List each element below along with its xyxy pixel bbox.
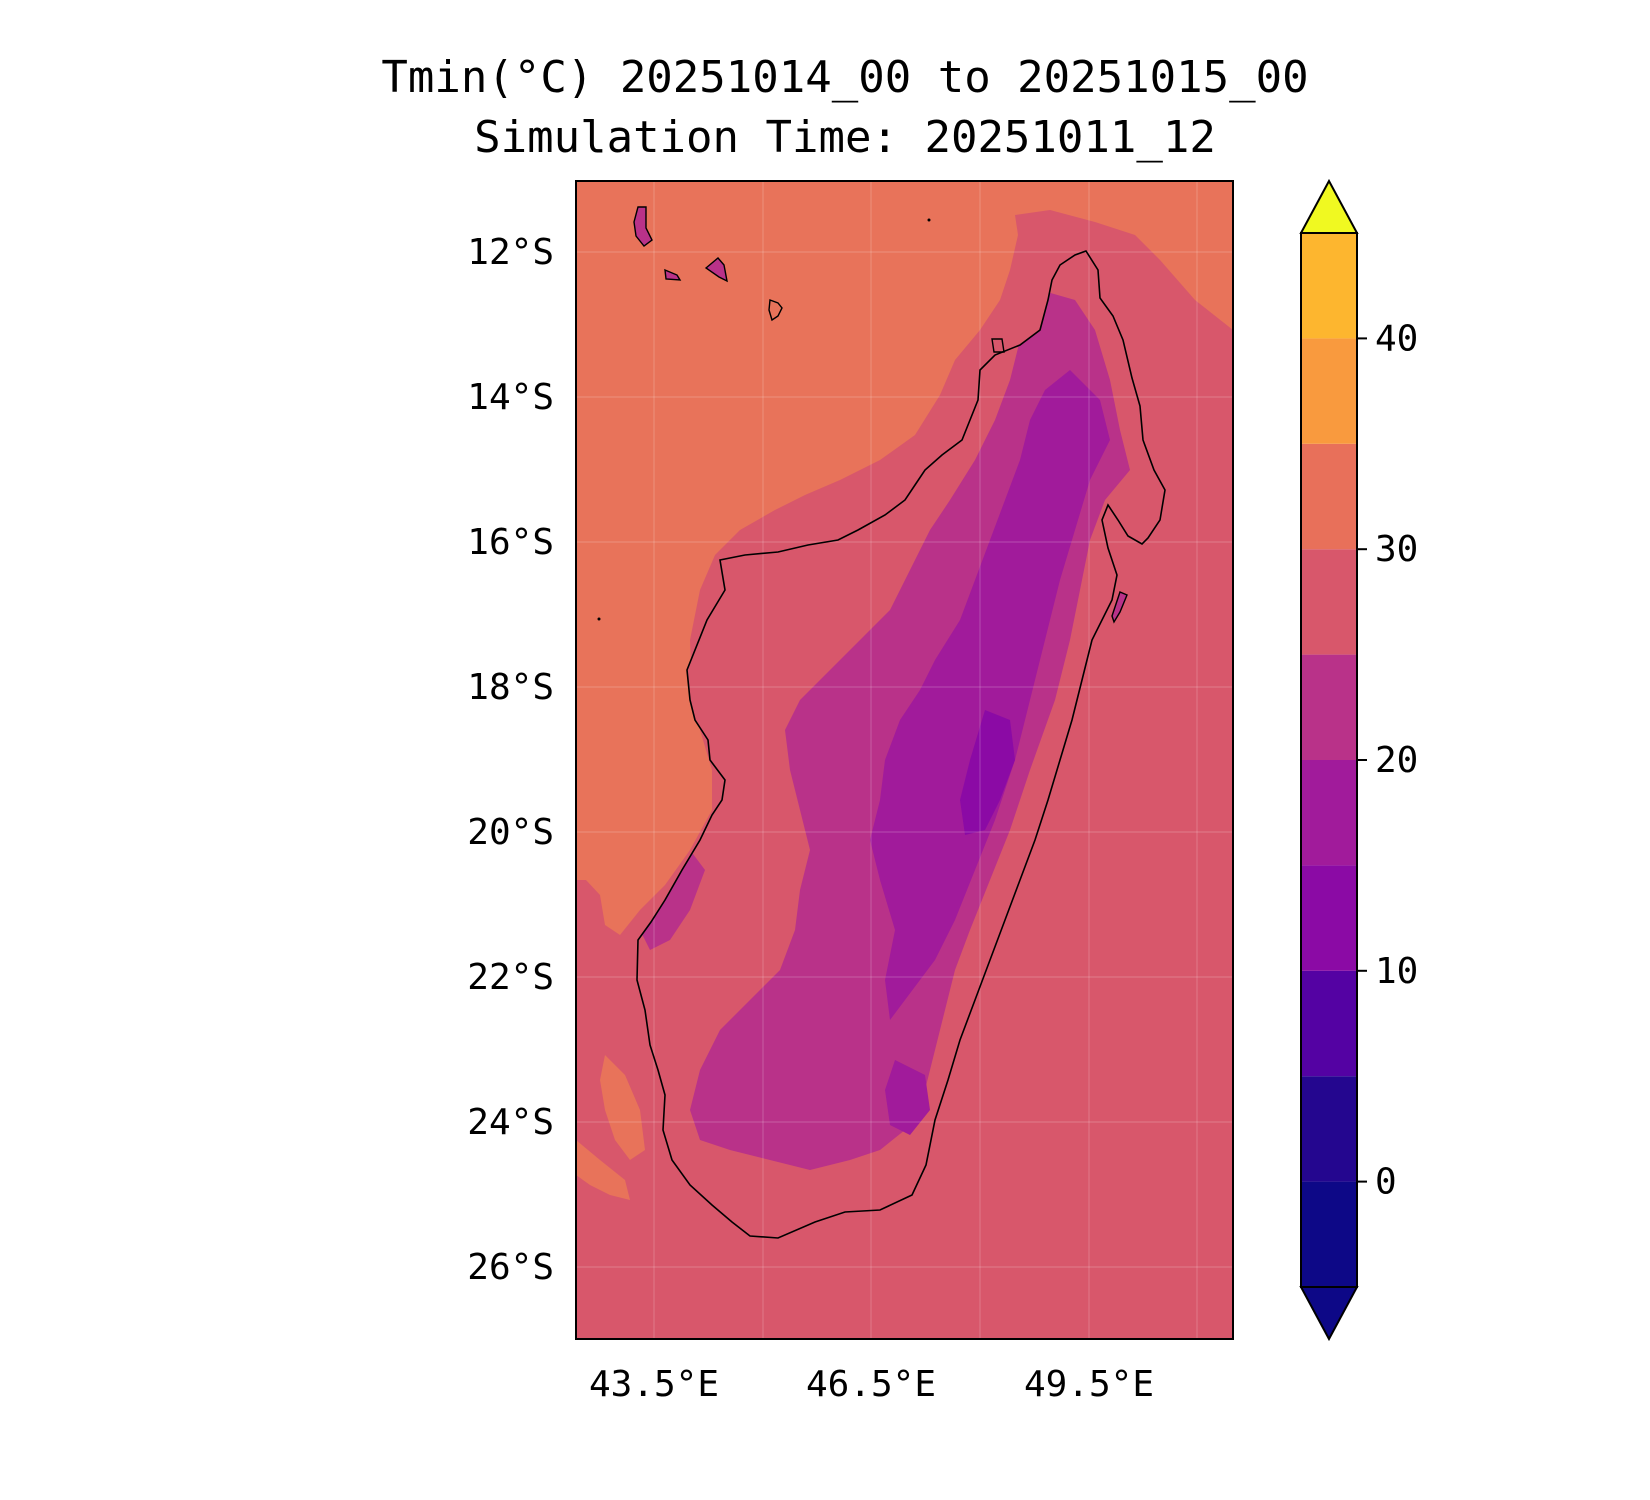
ocean-field-warm-sw: [576, 1140, 630, 1200]
islet-marker-1: [927, 218, 931, 222]
colorbar-segment: [1301, 549, 1357, 655]
comoros-island-1: [633, 206, 653, 247]
lat-tick-label: 20°S: [467, 812, 554, 853]
ocean-field-warm: [576, 181, 1233, 935]
colorbar-segment: [1301, 970, 1357, 1077]
colorbar-extend-min: [1299, 1286, 1359, 1342]
lat-tick-label: 26°S: [467, 1247, 554, 1288]
land-field-mid-west: [640, 850, 705, 950]
lon-tick-label: 46.5°E: [806, 1364, 936, 1405]
lon-tick-label: 49.5°E: [1024, 1364, 1154, 1405]
land-field-cool: [870, 370, 1110, 1020]
colorbar: 0 10 20 30 40: [1299, 178, 1418, 1342]
nosy-be-island: [991, 338, 1005, 353]
colorbar-segment: [1301, 443, 1357, 550]
map-title-line2: Simulation Time: 20251011_12: [474, 112, 1216, 163]
colorbar-segment: [1301, 1181, 1357, 1287]
lat-tick-label: 22°S: [467, 957, 554, 998]
colorbar-extend-max: [1299, 178, 1359, 234]
colorbar-tick-label: 40: [1375, 318, 1418, 359]
ocean-field-warm-south: [600, 1055, 645, 1160]
colorbar-segment: [1301, 1076, 1357, 1182]
map-panel: [576, 181, 1233, 1339]
lat-tick-label: 12°S: [467, 232, 554, 273]
colorbar-tick-label: 30: [1375, 529, 1418, 570]
map-title-line1: Tmin(°C) 20251014_00 to 20251015_00: [381, 52, 1309, 103]
colorbar-segment: [1301, 654, 1357, 760]
colorbar-tick-label: 10: [1375, 951, 1418, 992]
map-frame: [575, 180, 1234, 1340]
colorbar-segment: [1301, 865, 1357, 971]
gridlines: [576, 181, 1233, 1339]
colorbar-tick-label: 0: [1375, 1162, 1397, 1203]
longitude-axis: 43.5°E 46.5°E 49.5°E: [589, 1364, 1154, 1405]
islet-marker-2: [597, 617, 601, 621]
mayotte-island: [768, 299, 783, 322]
lon-tick-label: 43.5°E: [589, 1364, 719, 1405]
latitude-axis: 12°S 14°S 16°S 18°S 20°S 22°S 24°S 26°S: [467, 232, 554, 1288]
lat-tick-label: 14°S: [467, 377, 554, 418]
comoros-island-2: [664, 268, 682, 281]
lat-tick-label: 24°S: [467, 1102, 554, 1143]
nosy-boraha-island: [1111, 591, 1128, 624]
colorbar-segment: [1301, 338, 1357, 444]
madagascar-coastline: [636, 250, 1166, 1239]
comoros-island-3: [704, 257, 728, 283]
land-field-cool-south: [885, 1060, 930, 1135]
lat-tick-label: 18°S: [467, 667, 554, 708]
land-field-cold: [960, 710, 1015, 835]
colorbar-segment: [1301, 760, 1357, 866]
lat-tick-label: 16°S: [467, 522, 554, 563]
colorbar-segment: [1301, 233, 1357, 339]
colorbar-tick-label: 20: [1375, 740, 1418, 781]
